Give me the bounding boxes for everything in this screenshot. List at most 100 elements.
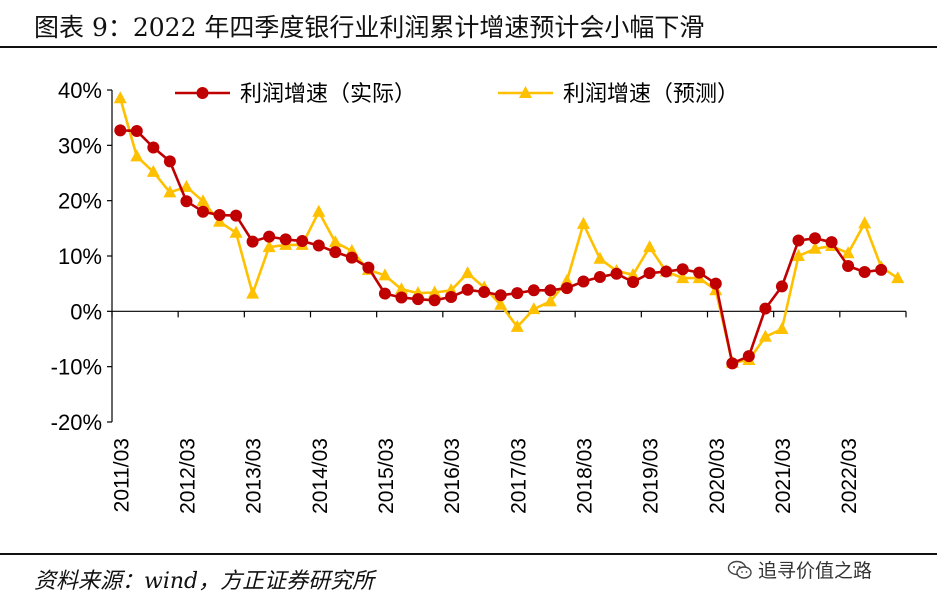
data-point [576, 216, 590, 229]
data-point [146, 164, 160, 177]
data-point [428, 285, 442, 298]
data-point [560, 282, 573, 295]
data-point [527, 284, 540, 297]
data-point [510, 319, 524, 332]
data-point [809, 232, 822, 245]
data-point [378, 268, 392, 281]
legend-marker [196, 87, 209, 99]
data-point [676, 263, 689, 276]
data-point [279, 233, 292, 246]
data-point [825, 236, 838, 249]
data-point [511, 287, 524, 300]
data-point [478, 285, 491, 298]
data-point [163, 185, 177, 198]
data-point [858, 266, 871, 279]
x-tick-label: 2014/03 [309, 438, 332, 514]
source-divider [0, 553, 937, 555]
title-divider [0, 46, 937, 48]
watermark-text: 追寻价值之路 [758, 560, 873, 582]
data-point [758, 329, 772, 342]
data-point [494, 297, 508, 310]
data-point [527, 302, 541, 315]
legend-label: 利润增速（实际） [240, 81, 416, 106]
data-point [180, 195, 193, 208]
data-point [362, 261, 375, 274]
data-point [875, 263, 888, 276]
x-tick-label: 2020/03 [706, 438, 729, 514]
data-point [328, 235, 342, 248]
x-tick-label: 2012/03 [176, 438, 199, 514]
data-point [230, 209, 243, 222]
data-point [213, 209, 226, 222]
x-tick-label: 2019/03 [640, 438, 663, 514]
data-point [627, 276, 640, 289]
x-tick-label: 2013/03 [243, 438, 266, 514]
y-tick-label: -10% [51, 355, 102, 380]
page-title: 图表 9：2022 年四季度银行业利润累计增速预计会小幅下滑 [34, 13, 705, 42]
data-point [229, 225, 243, 238]
data-point [262, 240, 276, 253]
data-point [394, 282, 408, 295]
data-point [544, 284, 557, 297]
data-point [312, 204, 326, 217]
data-point [593, 251, 607, 264]
data-point [196, 194, 210, 207]
data-point [643, 267, 656, 280]
data-point [560, 273, 574, 286]
x-tick-label: 2022/03 [838, 438, 861, 514]
data-point [196, 205, 209, 218]
data-point [626, 267, 640, 280]
data-point [660, 265, 673, 278]
data-point [246, 235, 259, 248]
data-point [114, 124, 127, 137]
wechat-icon [727, 560, 752, 579]
data-point [775, 280, 788, 293]
data-point [345, 251, 358, 264]
data-point [759, 302, 772, 315]
data-point [792, 234, 805, 247]
legend-label: 利润增速（预测） [563, 81, 739, 106]
legend-marker [519, 86, 532, 98]
y-tick-label: 30% [58, 133, 102, 158]
data-point [461, 266, 475, 279]
data-point [263, 230, 276, 243]
data-point [494, 289, 507, 302]
data-point [543, 294, 557, 307]
data-point [130, 149, 144, 162]
data-point [693, 266, 706, 279]
data-point [808, 241, 822, 254]
data-point [842, 259, 855, 272]
data-point [610, 267, 623, 280]
data-point [130, 124, 143, 137]
data-point [147, 141, 160, 154]
y-tick-label: -20% [51, 410, 102, 435]
data-point [329, 246, 342, 259]
data-point [676, 271, 690, 284]
data-point [445, 290, 458, 303]
data-point [179, 179, 193, 192]
data-point [726, 357, 739, 370]
data-point [412, 293, 425, 306]
data-point [461, 283, 474, 296]
data-point [891, 271, 905, 284]
data-point [858, 216, 872, 229]
y-tick-label: 40% [58, 78, 102, 103]
data-point [246, 286, 260, 299]
x-tick-label: 2018/03 [573, 438, 596, 514]
data-point [593, 271, 606, 284]
data-point [577, 275, 590, 288]
data-point [791, 249, 805, 261]
x-tick-label: 2016/03 [441, 438, 464, 514]
source-note: 资料来源：wind，方正证券研究所 [34, 569, 375, 594]
data-point [163, 155, 176, 168]
data-point [395, 291, 408, 304]
watermark: 追寻价值之路 [727, 556, 872, 583]
data-point [775, 322, 789, 335]
data-point [709, 277, 722, 290]
x-tick-label: 2017/03 [507, 438, 530, 514]
x-tick-label: 2011/03 [110, 438, 133, 512]
data-point [312, 239, 325, 252]
series-line [120, 129, 882, 365]
data-point [428, 294, 441, 307]
data-point [841, 246, 855, 259]
